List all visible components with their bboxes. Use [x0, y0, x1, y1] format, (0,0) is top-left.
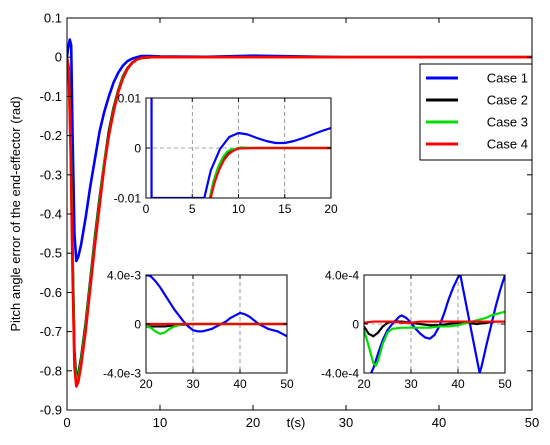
main-y-tick-label: -0.5 [40, 246, 62, 261]
inset-1-y-tick-label: -0.01 [114, 192, 142, 206]
inset-1-series-case-1 [150, 98, 331, 198]
inset-2-series-group [146, 275, 287, 338]
inset-3-y-tick-label: 0 [352, 318, 359, 332]
x-axis-label: t(s) [287, 415, 306, 430]
main-y-tick-label: -0.6 [40, 285, 62, 300]
inset-2-y-tick-label: 0 [134, 318, 141, 332]
inset-2-y-tick-label: -4.0e-3 [103, 367, 141, 381]
y-axis-label: Pitch angle error of the end-effector (r… [8, 96, 23, 331]
inset-3-series-group [364, 275, 505, 373]
main-y-tick-label: -0.1 [40, 89, 62, 104]
inset-1-x-tick-label: 20 [324, 202, 338, 216]
main-y-tick-label: -0.8 [40, 363, 62, 378]
main-x-tick-label: 20 [246, 415, 260, 430]
main-y-tick-label: -0.9 [40, 403, 62, 418]
inset-3-series-case-4 [364, 320, 505, 324]
main-x-tick-label: 40 [432, 415, 446, 430]
main-y-tick-label: -0.2 [40, 128, 62, 143]
main-series-group [67, 38, 532, 388]
inset-2-series-case-1 [146, 275, 287, 338]
main-y-tick-label: -0.4 [40, 207, 62, 222]
legend: Case 1 Case 2 Case 3 Case 4 [419, 63, 533, 161]
main-x-tick-label: 50 [525, 415, 539, 430]
inset-3-x-tick-label: 20 [357, 377, 371, 391]
inset-plot-2: 20 30 40 50 -4.0e-3 0 4.0e-3 [103, 269, 294, 392]
inset-3-y-tick-label: -4.0e-4 [321, 367, 359, 381]
inset-2-x-tick-label: 40 [233, 377, 247, 391]
inset-3-y-tick-label: 4.0e-4 [325, 269, 359, 283]
inset-3-x-tick-label: 30 [404, 377, 418, 391]
inset-2-x-tick-label: 20 [139, 377, 153, 391]
legend-label-case-3: Case 3 [487, 115, 528, 130]
inset-3-series-case-1 [370, 275, 505, 373]
inset-1-x-tick-label: 0 [143, 202, 150, 216]
main-y-tick-label: 0.1 [44, 11, 62, 26]
main-series-case-4 [67, 55, 532, 388]
inset-1-series-case-4 [209, 146, 331, 198]
main-y-tick-label: 0 [55, 50, 62, 65]
inset-1-x-tick-label: 5 [189, 202, 196, 216]
legend-label-case-1: Case 1 [487, 71, 528, 86]
inset-2-y-tick-label: 4.0e-3 [107, 269, 141, 283]
inset-1-y-tick-label: 0.01 [118, 92, 142, 106]
inset-1-series-group [150, 98, 331, 198]
inset-3-series-case-2 [364, 320, 505, 338]
main-x-tick-label: 30 [339, 415, 353, 430]
legend-box [419, 63, 533, 161]
inset-1-x-tick-label: 15 [278, 202, 292, 216]
inset-1-x-tick-label: 10 [232, 202, 246, 216]
main-x-tick-label: 0 [63, 415, 70, 430]
legend-label-case-4: Case 4 [487, 137, 528, 152]
main-y-tick-label: -0.7 [40, 324, 62, 339]
inset-plot-3: 20 30 40 50 -4.0e-4 0 4.0e-4 [321, 269, 512, 392]
inset-1-y-tick-label: 0 [134, 142, 141, 156]
main-x-tick-label: 10 [153, 415, 167, 430]
main-y-tick-label: -0.3 [40, 167, 62, 182]
inset-2-x-tick-label: 50 [280, 377, 294, 391]
inset-3-x-tick-label: 50 [498, 377, 512, 391]
legend-label-case-2: Case 2 [487, 93, 528, 108]
inset-2-x-tick-label: 30 [186, 377, 200, 391]
inset-3-x-tick-label: 40 [451, 377, 465, 391]
inset-3-series-case-3 [364, 310, 505, 367]
